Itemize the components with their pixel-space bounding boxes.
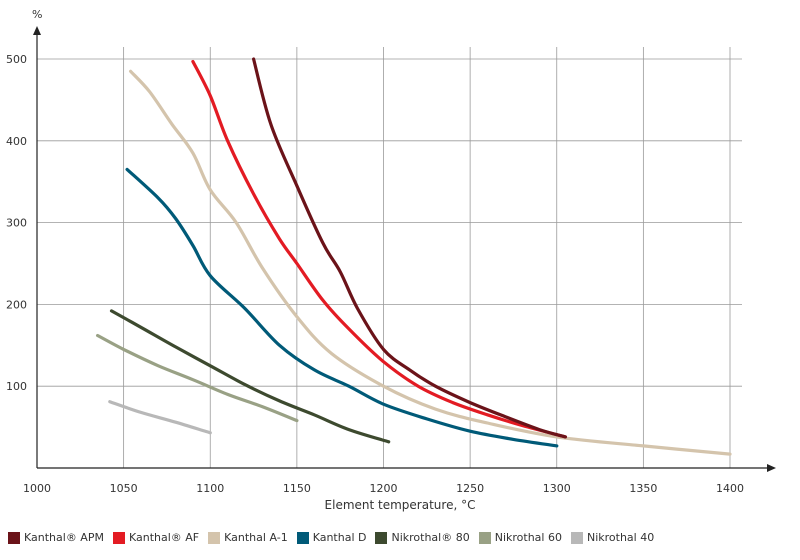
x-tick-label: 1250 xyxy=(456,482,484,495)
y-tick-labels: 100 200 300 400 500 xyxy=(6,53,27,393)
legend-item: Nikrothal 60 xyxy=(478,531,562,544)
legend-item: Kanthal® APM xyxy=(8,531,104,544)
y-tick-label: 400 xyxy=(6,135,27,148)
legend-item: Nikrothal® 80 xyxy=(375,531,470,544)
x-tick-label: 1100 xyxy=(196,482,224,495)
y-axis-unit: % xyxy=(32,8,42,21)
legend-item: Nikrothal 40 xyxy=(570,531,655,544)
x-tick-labels: 1000 1050 1100 1150 1200 1250 1300 1350 1400 xyxy=(23,482,744,495)
series-line-nikrothal-40 xyxy=(108,400,212,435)
legend-label: Kanthal® APM xyxy=(24,531,104,544)
legend-swatch xyxy=(296,531,309,544)
series-line-nikrothal-60 xyxy=(96,333,299,423)
legend-swatch xyxy=(208,531,221,544)
x-axis-arrow xyxy=(767,464,776,472)
series-line-kanthal-apm xyxy=(252,57,567,439)
legend: Kanthal® APM Kanthal® AF Kanthal A-1 Kantha… xyxy=(8,531,663,544)
y-tick-label: 300 xyxy=(6,217,27,230)
x-tick-label: 1000 xyxy=(23,482,51,495)
series-line-kanthal-af xyxy=(191,59,567,439)
x-tick-label: 1300 xyxy=(543,482,571,495)
x-tick-label: 1050 xyxy=(110,482,138,495)
legend-swatch xyxy=(570,531,583,544)
legend-label: Nikrothal 40 xyxy=(586,531,655,544)
y-tick-label: 200 xyxy=(6,298,27,311)
legend-label: Nikrothal® 80 xyxy=(391,531,470,544)
y-axis-arrow xyxy=(33,26,41,35)
x-tick-label: 1150 xyxy=(283,482,311,495)
axes xyxy=(33,26,776,472)
x-axis-title: Element temperature, °C xyxy=(325,498,476,512)
legend-swatch xyxy=(375,531,388,544)
y-tick-label: 100 xyxy=(6,380,27,393)
series-line-kanthal-a-1 xyxy=(129,69,732,456)
legend-item: Kanthal A-1 xyxy=(208,531,288,544)
legend-item: Kanthal® AF xyxy=(112,531,200,544)
legend-swatch xyxy=(8,531,20,544)
legend-swatch xyxy=(112,531,125,544)
legend-item: Kanthal D xyxy=(296,531,367,544)
x-tick-label: 1200 xyxy=(370,482,398,495)
legend-label: Kanthal D xyxy=(312,531,367,544)
legend-label: Kanthal A-1 xyxy=(224,531,288,544)
grid xyxy=(37,47,742,468)
legend-label: Kanthal® AF xyxy=(128,531,200,544)
x-tick-label: 1350 xyxy=(629,482,657,495)
legend-swatch xyxy=(478,531,491,544)
legend-label: Nikrothal 60 xyxy=(494,531,562,544)
y-tick-label: 500 xyxy=(6,53,27,66)
series-line-kanthal-d xyxy=(125,167,559,448)
series-lines xyxy=(96,57,732,456)
series-line-nikrothal-80 xyxy=(109,309,391,444)
x-tick-label: 1400 xyxy=(716,482,744,495)
